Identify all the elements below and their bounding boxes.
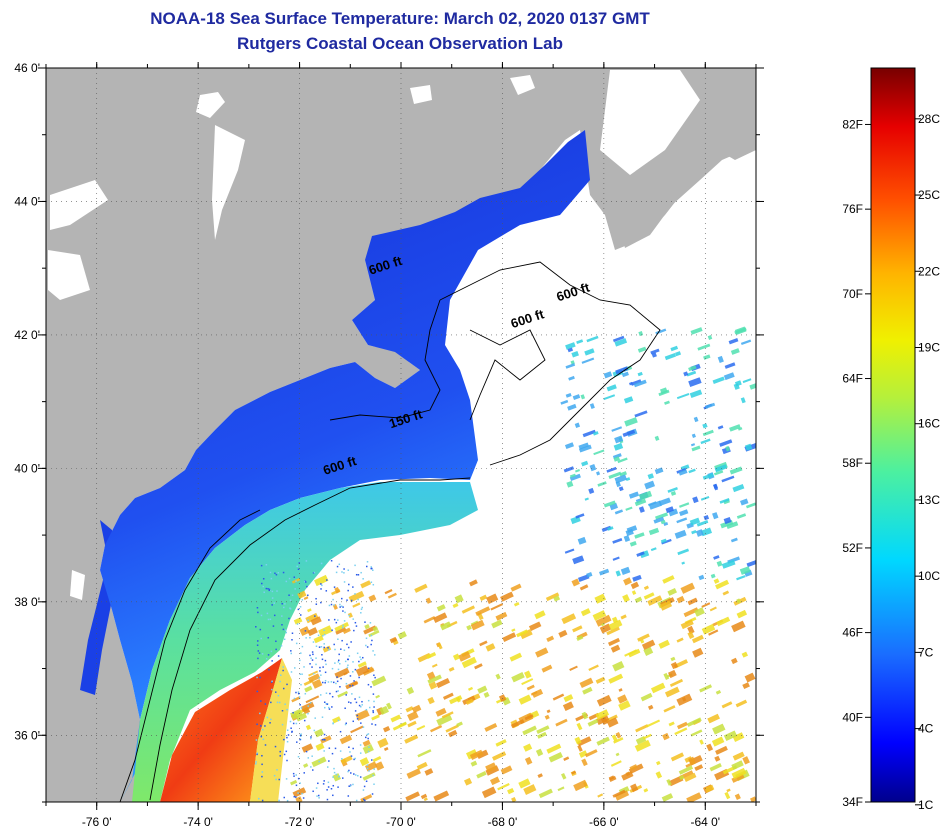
map-title: NOAA-18 Sea Surface Temperature: March 0… — [150, 9, 650, 28]
lon-tick-label: -66 0' — [589, 815, 619, 829]
axis-labels: -76 0' -74 0' -72 0' -70 0' -68 0' -66 0' -64 … — [14, 61, 720, 829]
lon-tick-label: -74 0' — [183, 815, 213, 829]
axis-ticks — [38, 62, 764, 810]
lat-tick-label: 44 0' — [14, 194, 40, 208]
lat-tick-label: 42 0' — [14, 328, 40, 342]
gulf-stream-edge — [250, 658, 292, 802]
lon-tick-label: -64 0' — [690, 815, 720, 829]
colorbar-gradient — [870, 67, 916, 803]
colorbar-f-label: 58F — [842, 456, 863, 470]
colorbar-f-label: 64F — [842, 372, 863, 386]
inland-lakes — [48, 70, 700, 600]
colorbar-c-label: 25C — [918, 188, 940, 202]
map-subtitle: Rutgers Coastal Ocean Observation Lab — [237, 34, 563, 53]
land-nova-scotia — [620, 112, 756, 248]
lat-tick-label: 36 0' — [14, 728, 40, 742]
colorbar-f-label: 70F — [842, 287, 863, 301]
colorbar-c-label: 16C — [918, 417, 940, 431]
colorbar-f-label: 46F — [842, 626, 863, 640]
lat-tick-label: 38 0' — [14, 595, 40, 609]
gulf-stream — [160, 658, 282, 802]
land-mainland — [46, 68, 756, 802]
graticule — [46, 68, 756, 802]
colorbar-c-label: 13C — [918, 493, 940, 507]
slope-water — [132, 482, 478, 802]
colorbar-f-label: 82F — [842, 117, 863, 131]
colorbar-c-label: 7C — [918, 645, 934, 659]
bathymetry-contours — [119, 261, 661, 802]
lon-tick-label: -72 0' — [285, 815, 315, 829]
colorbar-c-label: 10C — [918, 569, 940, 583]
lat-tick-label: 40 0' — [14, 461, 40, 475]
lon-tick-label: -76 0' — [82, 815, 112, 829]
colorbar-f-label: 40F — [842, 710, 863, 724]
colorbar-c-label: 22C — [918, 264, 940, 278]
shelf-water — [100, 130, 590, 802]
sst-patches — [255, 326, 756, 802]
colorbar-c-label: 4C — [918, 722, 934, 736]
colorbar-f-label: 52F — [842, 541, 863, 555]
colorbar-f-label: 76F — [842, 202, 863, 216]
colorbar-f-label: 34F — [842, 795, 863, 809]
lon-tick-label: -68 0' — [488, 815, 518, 829]
colorbar-c-label: 1C — [918, 798, 934, 812]
colorbar-c-label: 19C — [918, 340, 940, 354]
colorbar-c-label: 28C — [918, 112, 940, 126]
lon-tick-label: -70 0' — [386, 815, 416, 829]
lat-tick-label: 46 0' — [14, 61, 40, 75]
